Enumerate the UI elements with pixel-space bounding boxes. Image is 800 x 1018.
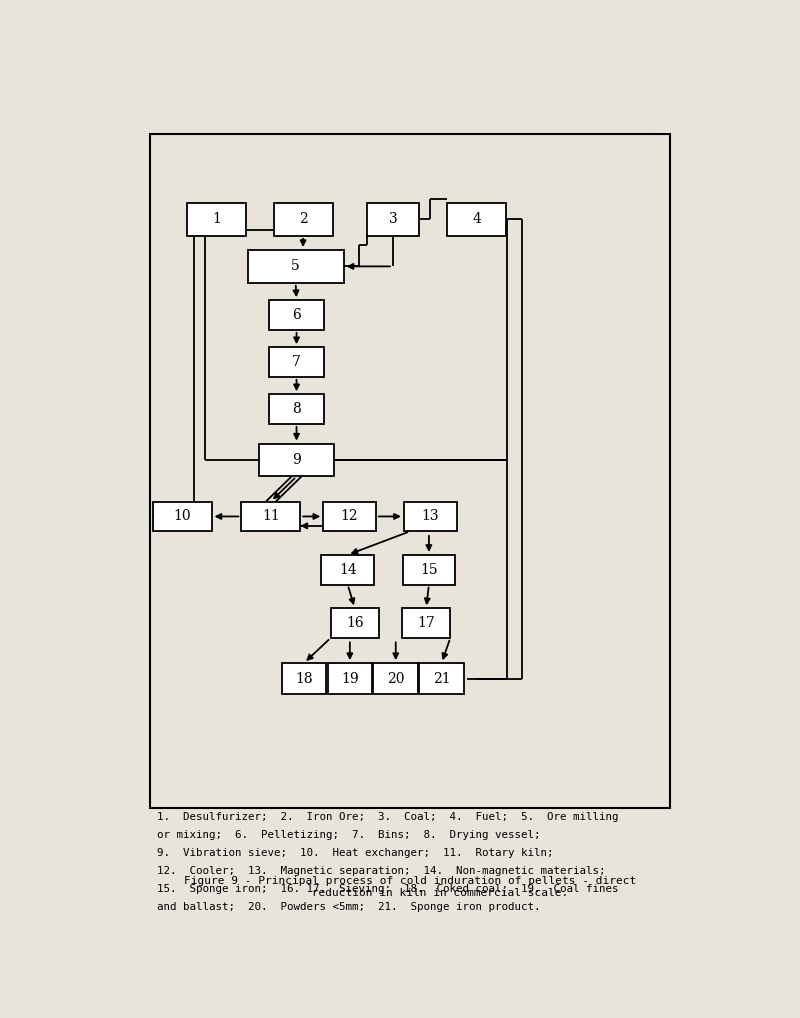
Bar [282, 663, 326, 694]
Text: 16: 16 [346, 616, 364, 630]
Bar [447, 203, 506, 236]
Text: 14: 14 [339, 563, 357, 577]
Bar [150, 134, 670, 808]
Bar [187, 203, 246, 236]
Bar [323, 502, 376, 531]
Text: or mixing;  6.  Pelletizing;  7.  Bins;  8.  Drying vessel;: or mixing; 6. Pelletizing; 7. Bins; 8. D… [157, 830, 541, 840]
Text: 8: 8 [292, 402, 301, 416]
Text: 4: 4 [472, 213, 481, 226]
Text: 19: 19 [341, 672, 358, 686]
Bar [153, 502, 211, 531]
Bar [419, 663, 464, 694]
Bar [269, 347, 325, 377]
Text: 9: 9 [292, 453, 301, 467]
Text: Figure 9 - Principal process of cold induration of pellets - direct
         red: Figure 9 - Principal process of cold ind… [184, 876, 636, 898]
Bar [259, 444, 334, 476]
Bar [274, 203, 333, 236]
Bar [242, 502, 300, 531]
Text: 12.  Cooler;  13.  Magnetic separation;  14.  Non-magnetic materials;: 12. Cooler; 13. Magnetic separation; 14.… [157, 866, 606, 876]
Text: 3: 3 [389, 213, 398, 226]
Bar [330, 608, 379, 638]
Bar [402, 608, 450, 638]
Text: 17: 17 [418, 616, 435, 630]
Text: 5: 5 [291, 260, 300, 274]
Text: 10: 10 [174, 509, 191, 523]
Text: 1.  Desulfurizer;  2.  Iron Ore;  3.  Coal;  4.  Fuel;  5.  Ore milling: 1. Desulfurizer; 2. Iron Ore; 3. Coal; 4… [157, 812, 618, 822]
Bar [402, 555, 455, 584]
Text: and ballast;  20.  Powders <5mm;  21.  Sponge iron product.: and ballast; 20. Powders <5mm; 21. Spong… [157, 902, 541, 912]
Text: 15.  Sponge iron;  16. 17.  Sieving;  18.  Coked coal;  19.  Coal fines: 15. Sponge iron; 16. 17. Sieving; 18. Co… [157, 884, 618, 894]
Bar [322, 555, 374, 584]
Text: 7: 7 [292, 355, 301, 369]
Bar [269, 300, 325, 330]
Text: 1: 1 [212, 213, 221, 226]
Text: 18: 18 [295, 672, 313, 686]
Text: 9.  Vibration sieve;  10.  Heat exchanger;  11.  Rotary kiln;: 9. Vibration sieve; 10. Heat exchanger; … [157, 848, 554, 858]
Bar [269, 394, 325, 423]
Bar [247, 250, 344, 283]
Bar [374, 663, 418, 694]
Text: 2: 2 [298, 213, 307, 226]
Text: 21: 21 [433, 672, 450, 686]
Bar [366, 203, 419, 236]
Bar [327, 663, 372, 694]
Text: 12: 12 [341, 509, 358, 523]
Text: 20: 20 [387, 672, 405, 686]
Text: 15: 15 [420, 563, 438, 577]
Text: 6: 6 [292, 308, 301, 322]
Text: 13: 13 [422, 509, 439, 523]
Text: 11: 11 [262, 509, 280, 523]
Bar [404, 502, 457, 531]
